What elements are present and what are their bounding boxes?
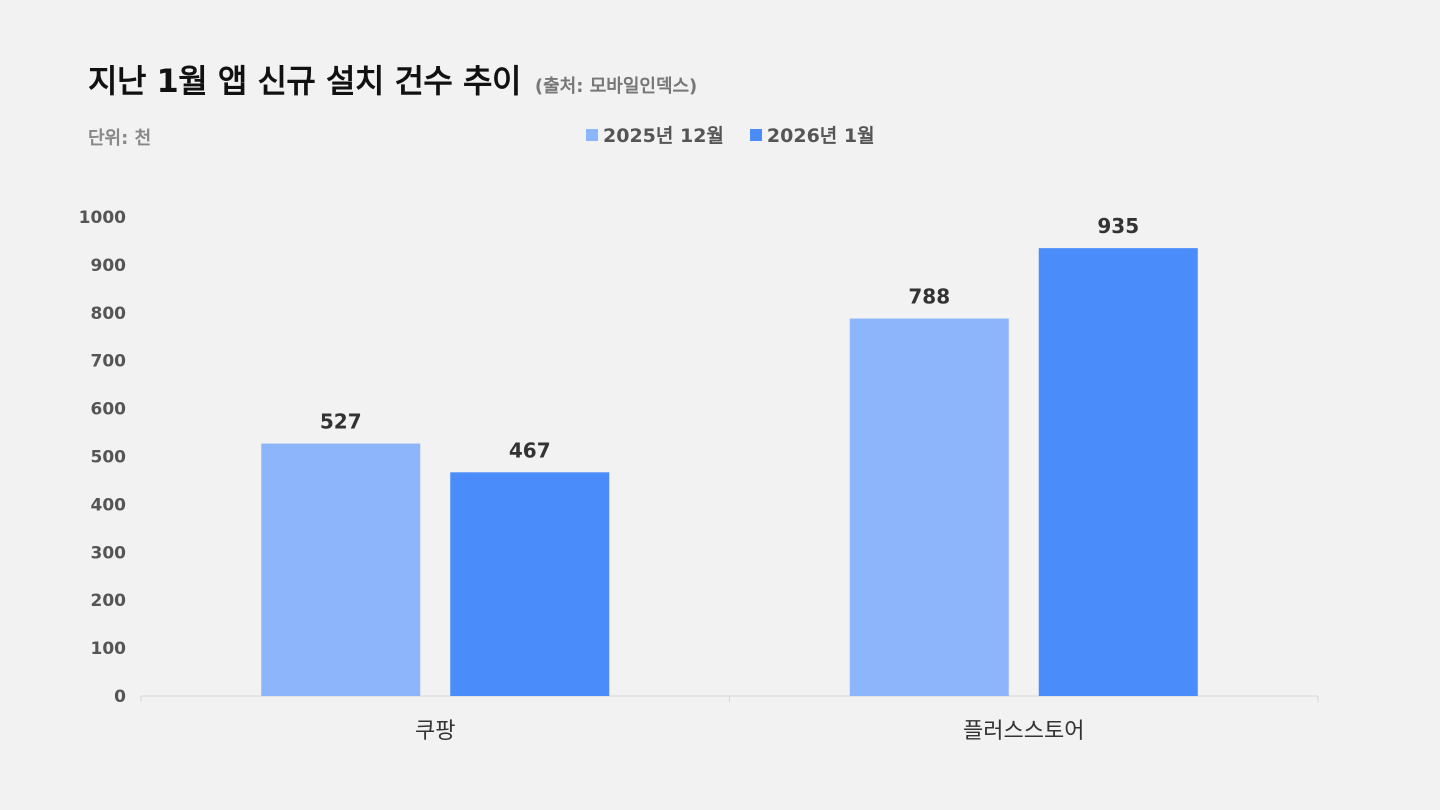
data-label: 935 [1097,214,1139,238]
y-tick-label: 400 [91,495,127,515]
chart-source: (출처: 모바일인덱스) [534,76,698,97]
legend-swatch [586,128,598,141]
y-tick-label: 600 [91,400,127,420]
legend-label: 2026년 1월 [766,125,875,147]
data-label: 788 [908,285,950,309]
legend-label: 2025년 12월 [603,125,724,147]
legend-item-jan-2026: 2026년 1월 [749,121,875,148]
y-tick-label: 100 [91,639,127,659]
x-category-label: 플러스스토어 [963,719,1084,744]
bar [450,472,610,696]
legend-swatch [749,128,762,141]
y-tick-label: 200 [91,591,127,611]
legend: 2025년 12월 2026년 1월 [586,121,901,148]
title-row: 지난 1월 앱 신규 설치 건수 추이 (출처: 모바일인덱스) [88,56,697,102]
y-tick-label: 800 [91,304,127,324]
bar [261,443,421,696]
data-label: 527 [320,410,362,434]
chart-title: 지난 1월 앱 신규 설치 건수 추이 [88,62,521,100]
bar [849,318,1009,696]
bar [1038,248,1198,696]
y-tick-label: 900 [91,256,127,276]
y-tick-label: 500 [91,448,127,468]
y-tick-label: 300 [91,543,127,563]
y-tick-label: 0 [114,687,126,707]
legend-item-dec-2025: 2025년 12월 [586,121,724,148]
y-tick-label: 700 [91,352,127,372]
y-tick-label: 1000 [79,208,126,228]
unit-label: 단위: 천 [88,128,152,149]
x-category-label: 쿠팡 [415,719,455,744]
data-label: 467 [509,438,551,462]
